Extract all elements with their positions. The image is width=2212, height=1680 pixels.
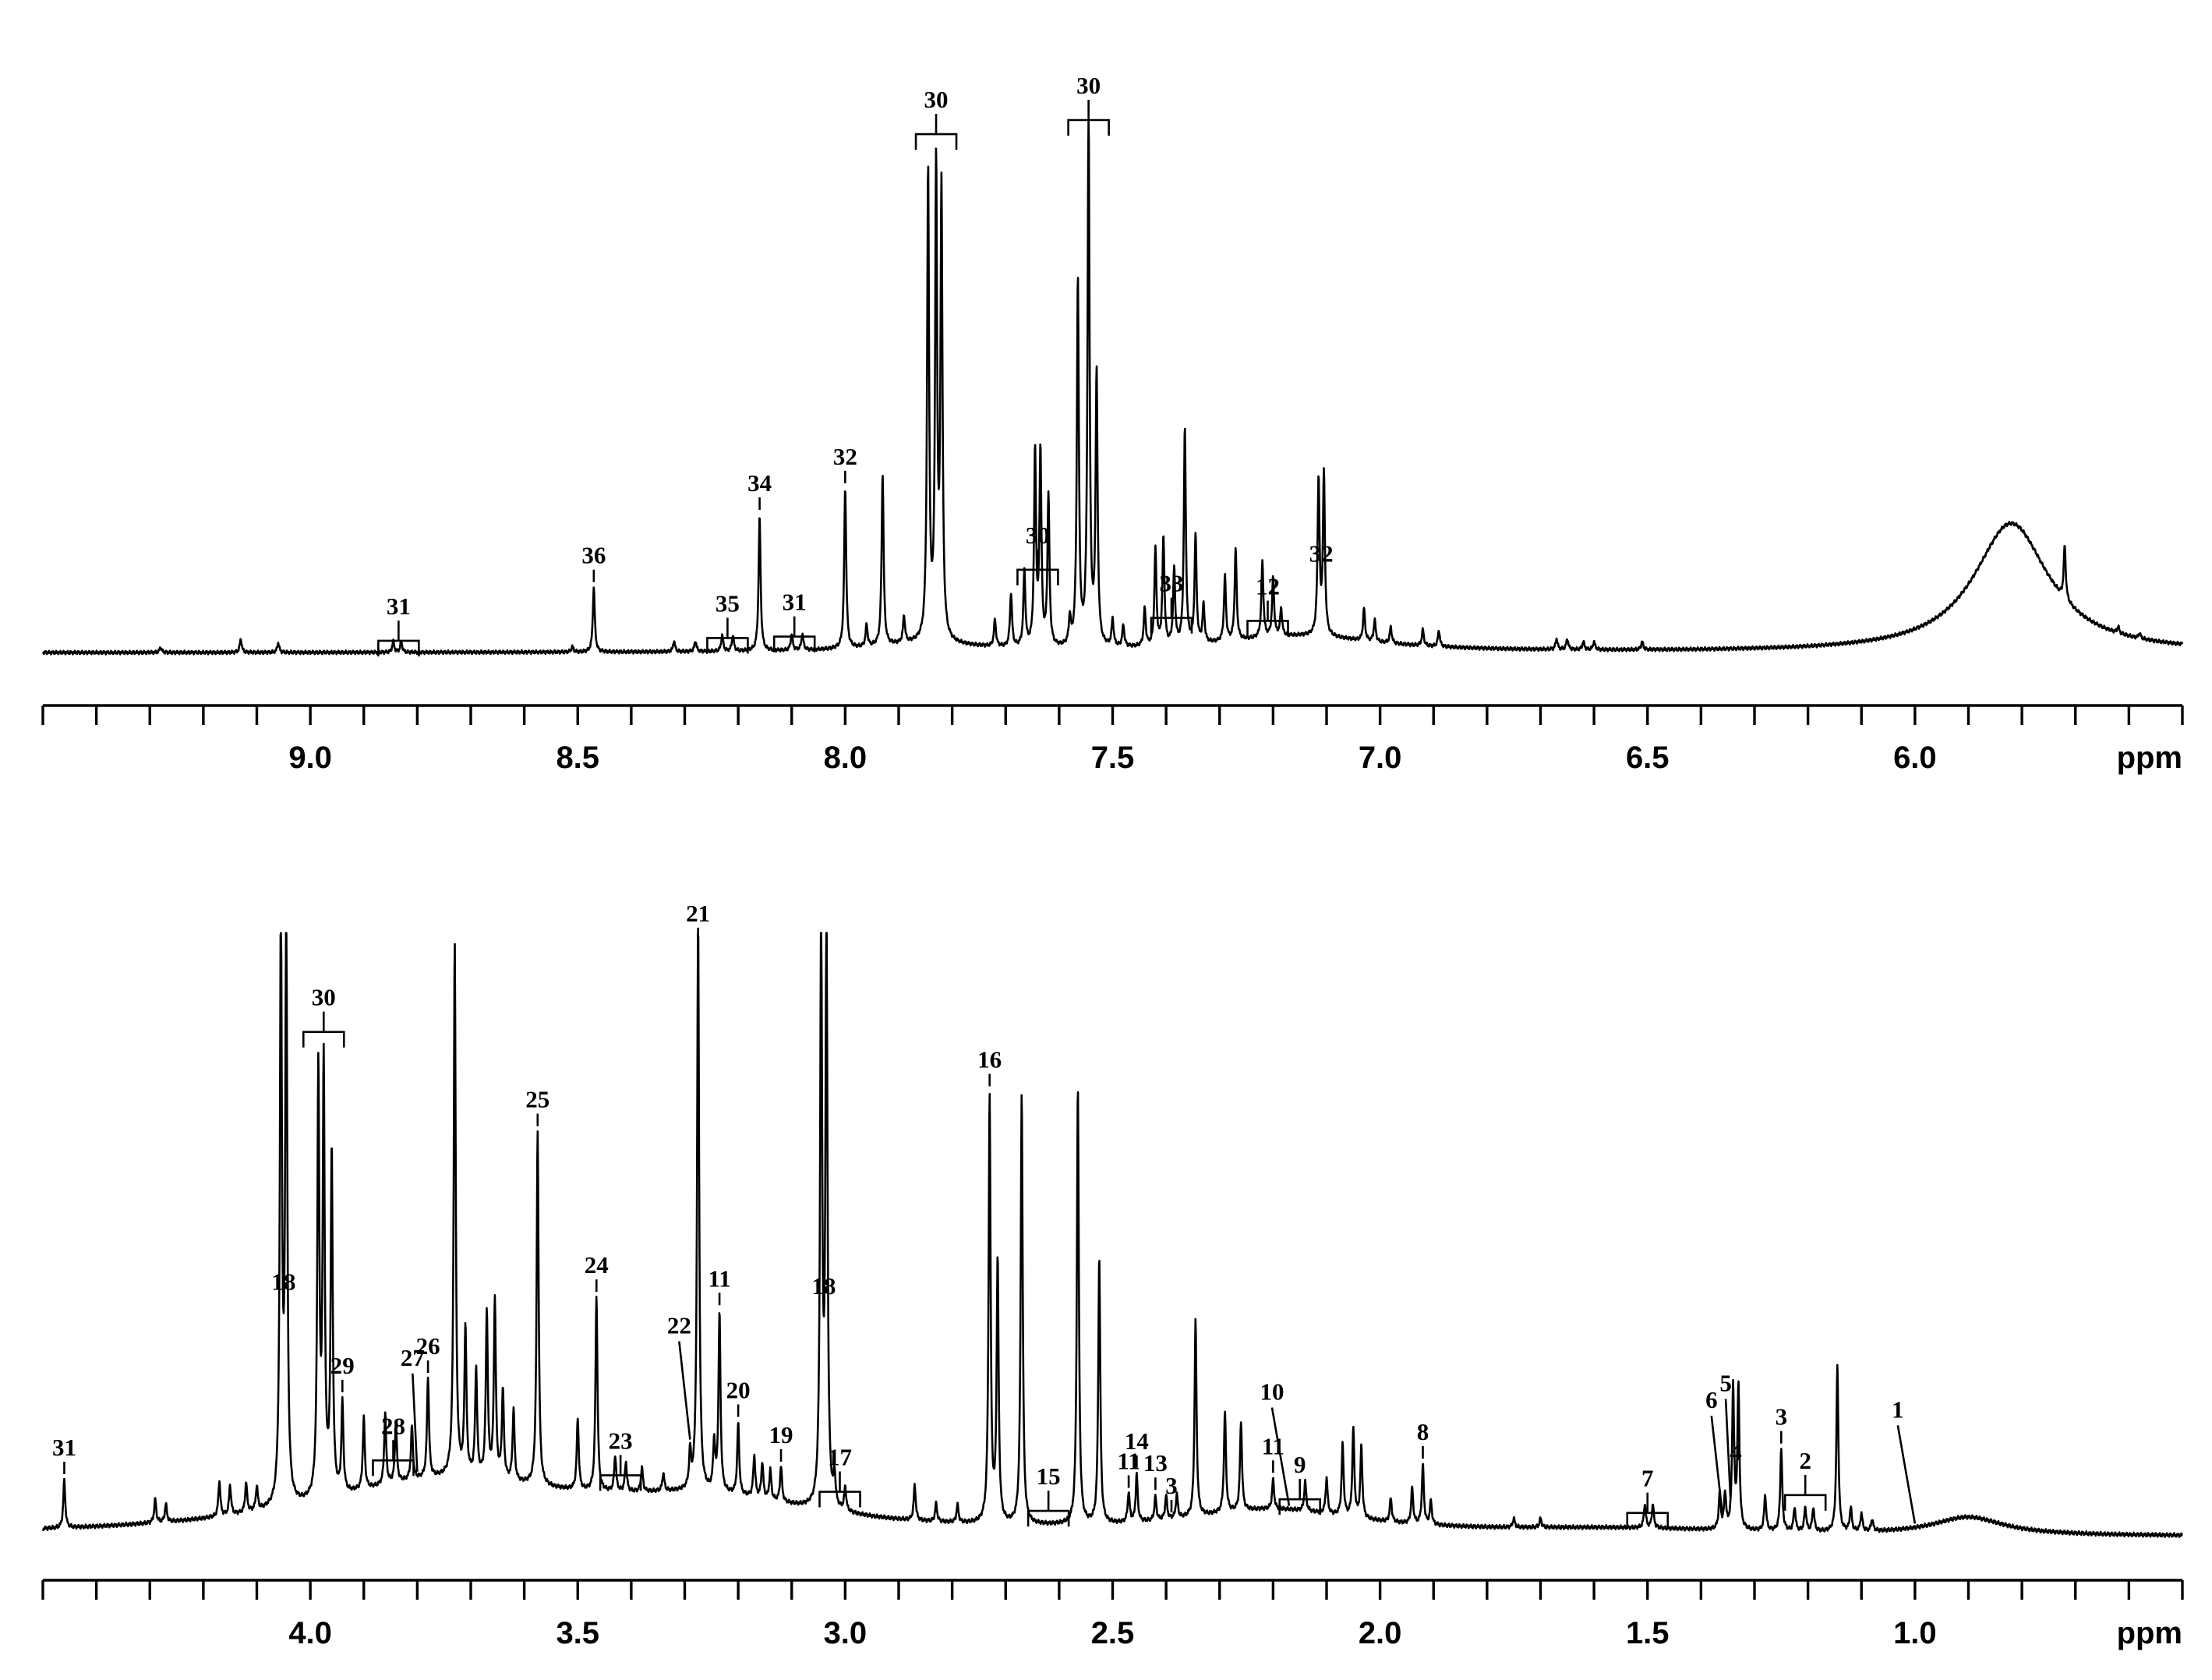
peak-label: 7: [1641, 1465, 1654, 1492]
x-tick-label: 2.0: [1359, 1616, 1402, 1650]
peak-label: 31: [52, 1434, 76, 1461]
peak-bracket: [1783, 1474, 1827, 1511]
peak-label: 22: [667, 1312, 691, 1339]
peak-label: 31: [387, 592, 411, 620]
x-tick-label: 7.5: [1091, 741, 1135, 775]
x-tick-label: 1.5: [1626, 1616, 1670, 1650]
peak-label: 30: [924, 86, 949, 113]
peak-label: 30: [1026, 522, 1050, 549]
x-tick-label: 2.5: [1091, 1616, 1135, 1650]
peak-label: 12: [1256, 572, 1280, 599]
peak-bracket: [377, 620, 420, 656]
peak-bracket: [1150, 597, 1193, 634]
x-tick-label: 8.0: [824, 741, 867, 775]
peak-label: 1: [1892, 1395, 1904, 1423]
peak-bracket: [1626, 1492, 1670, 1529]
peak-leader-line: [1896, 1425, 1917, 1524]
x-axis-unit-label: ppm: [2117, 1616, 2182, 1650]
peak-label: 13: [1143, 1449, 1168, 1477]
peak-label: 24: [585, 1251, 609, 1279]
x-axis-unit-label: ppm: [2117, 741, 2182, 775]
peak-label: 20: [726, 1377, 751, 1404]
peak-bracket: [818, 1471, 861, 1508]
peak-bracket: [302, 1011, 345, 1048]
peak-leader-line: [412, 1373, 419, 1472]
peak-label: 30: [312, 984, 336, 1011]
peak-label: 32: [1309, 539, 1334, 567]
peak-bracket: [1067, 100, 1110, 136]
peak-bracket: [1026, 1491, 1070, 1527]
peak-label: 30: [1076, 72, 1101, 99]
peak-label: 23: [609, 1427, 633, 1454]
peak-bracket: [772, 616, 816, 653]
x-tick-label: 9.0: [288, 741, 332, 775]
peak-leader-line: [1270, 1407, 1291, 1506]
peak-label: 28: [381, 1412, 405, 1439]
peak-label: 18: [811, 1272, 836, 1300]
peak-label: 36: [581, 542, 606, 569]
x-tick-label: 3.0: [824, 1616, 867, 1650]
peak-label: 4: [1730, 1438, 1742, 1466]
x-tick-label: 6.0: [1893, 741, 1937, 775]
peak-label: 3: [1165, 1472, 1178, 1499]
peak-label: 6: [1705, 1386, 1718, 1413]
peak-label: 32: [833, 443, 857, 470]
x-tick-label: 7.0: [1359, 741, 1402, 775]
spectrum-trace: [41, 932, 2183, 1538]
peak-label: 8: [1417, 1418, 1429, 1445]
peak-bracket: [914, 114, 958, 150]
peak-label: 15: [1037, 1462, 1061, 1490]
peak-label: 3: [1776, 1403, 1788, 1431]
peak-label: 14: [1125, 1427, 1149, 1455]
x-tick-label: 6.5: [1626, 741, 1670, 775]
peak-label: 34: [747, 469, 772, 497]
peak-bracket: [706, 617, 749, 654]
peak-label: 5: [1719, 1370, 1732, 1397]
peak-label: 29: [330, 1352, 355, 1379]
peak-label: 16: [977, 1045, 1002, 1073]
peak-label: 33: [1159, 570, 1183, 597]
peak-bracket: [599, 1455, 642, 1491]
peak-label: 19: [769, 1421, 793, 1448]
peak-bracket: [1246, 600, 1289, 637]
x-tick-label: 8.5: [556, 741, 599, 775]
peak-leader-line: [678, 1341, 691, 1440]
peak-label: 25: [525, 1086, 549, 1113]
aromatic-region-spectrum: 9.0 8.5 8.0 7.5 7.0 6.5 6.0 ppm 30 30 30 33 12 32 32 34…: [41, 72, 2184, 775]
peak-label: 2: [1799, 1447, 1811, 1474]
peak-label: 27: [401, 1344, 425, 1371]
peak-label: 9: [1294, 1451, 1306, 1478]
x-tick-label: 3.5: [556, 1616, 599, 1650]
peak-bracket: [1016, 549, 1059, 585]
peak-label: 26: [416, 1332, 440, 1360]
peak-label: 18: [271, 1268, 295, 1296]
spectrum-trace: [42, 118, 2184, 656]
peak-label: 11: [708, 1264, 730, 1292]
peak-label: 10: [1260, 1378, 1284, 1406]
peak-leader-line: [1724, 1399, 1732, 1498]
x-tick-label: 4.0: [288, 1616, 332, 1650]
peak-bracket: [1278, 1479, 1321, 1516]
peak-bracket: [372, 1440, 415, 1477]
peak-leader-line: [1710, 1415, 1724, 1515]
x-tick-label: 1.0: [1893, 1616, 1937, 1650]
peak-label: 31: [783, 589, 807, 616]
peak-label: 21: [686, 900, 710, 927]
aliphatic-region-spectrum: 4.0 3.5 3.0 2.5 2.0 1.5 1.0 ppm3118302928272625…: [41, 900, 2184, 1650]
peak-label: 35: [716, 589, 740, 617]
peak-label: 17: [828, 1444, 852, 1471]
